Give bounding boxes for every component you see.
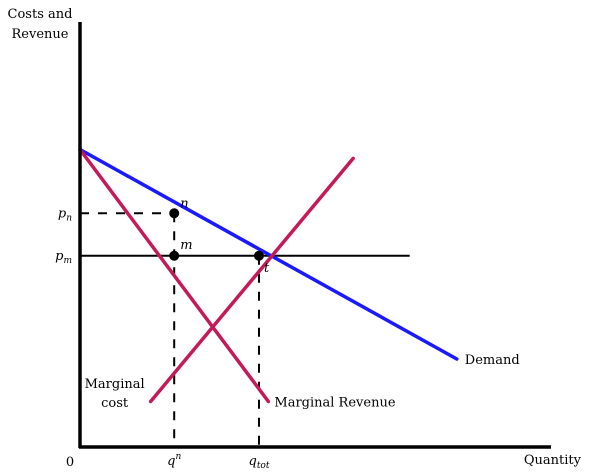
series-line-marginal-revenue	[78, 147, 271, 404]
series-label-marginal-cost: Marginal cost	[85, 377, 145, 411]
series-line-marginal-cost	[148, 156, 355, 404]
y-axis-title: Costs and Revenue	[8, 7, 73, 42]
series-label-demand: Demand	[465, 353, 520, 368]
point-label-m: m	[180, 238, 192, 253]
series-label-marginal-revenue: Marginal Revenue	[274, 396, 395, 411]
series-line-demand	[78, 147, 459, 361]
point-t	[253, 250, 264, 261]
x-tick-qn: qn	[167, 452, 181, 469]
point-m	[169, 250, 180, 261]
x-axis-title: Quantity	[524, 453, 582, 468]
point-label-n: n	[180, 196, 188, 211]
y-tick-p-m: pm	[55, 249, 72, 266]
origin-label: 0	[66, 455, 74, 470]
y-tick-p-n: pn	[58, 206, 72, 223]
point-n	[169, 208, 180, 219]
x-tick-qtot: qtot	[248, 454, 269, 471]
point-label-t: t	[264, 261, 270, 276]
